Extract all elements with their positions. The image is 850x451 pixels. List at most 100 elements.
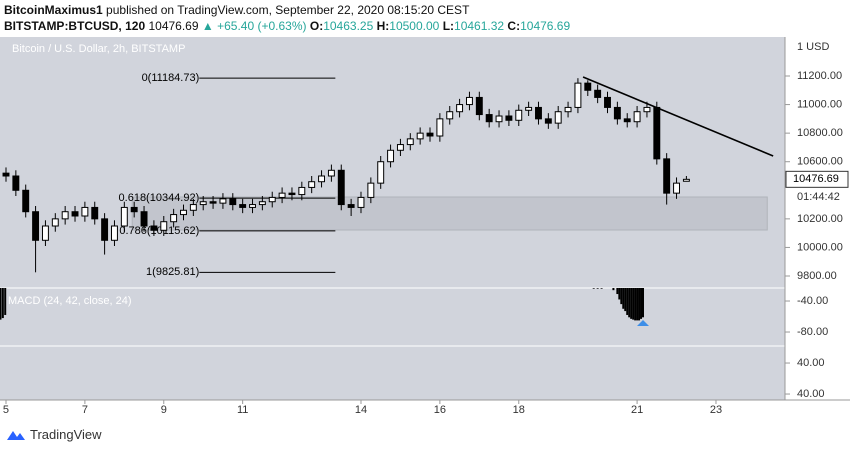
macd-bar [630,288,633,319]
candle-body [91,206,99,220]
brand: TradingView [30,427,102,442]
macd-bar [642,288,645,318]
candle-body [377,161,385,184]
macd-label: MACD (24, 42, close, 24) [8,295,132,307]
quote-line: BITSTAMP:BTCUSD, 120 10476.69 ▲ +65.40 (… [4,18,570,34]
fib-label: 0(11184.73) [142,72,200,84]
y-tick-label: 10600.00 [797,156,843,168]
candle-body [318,175,325,183]
h: 10500.00 [389,19,440,33]
macd-bar [592,288,595,289]
macd-bar [624,288,627,312]
candle-body [41,225,49,241]
candle-body [268,196,276,203]
y-tick-label: 10800.00 [797,127,843,139]
macd-tick-label: -80.00 [797,326,828,338]
candle-body [199,201,207,206]
last: 10476.69 [148,19,199,33]
candle-body [111,225,118,241]
macd-bar [600,288,603,289]
x-tick-label: 23 [710,404,722,416]
macd-bar [628,288,631,318]
candle-body [337,169,345,206]
candle-body [387,149,395,163]
candle-body [633,111,641,123]
candle-body [140,211,148,227]
candle-body [71,211,79,217]
candle-body [170,214,178,223]
zone [131,196,768,231]
macd-tick-label: -40.00 [797,295,828,307]
candle-body [515,109,523,121]
signal-marker [637,320,650,326]
macd-bar [0,288,2,320]
candle-body [288,192,296,196]
candle-body [485,114,493,123]
macd-bar [634,288,637,321]
candle-body [209,201,217,204]
publisher: BitcoinMaximus1 [4,3,103,17]
macd-bar [632,288,635,320]
macd-bar [626,288,629,315]
x-tick-label: 18 [513,404,525,416]
candle-body [505,115,513,121]
arrow: ▲ [201,19,214,33]
candle-body [239,204,247,208]
candle-body [535,106,542,120]
change: +65.40 (+0.63%) [217,19,307,33]
candle-body [673,182,680,194]
countdown: 01:44:42 [797,191,840,203]
fib-label: 0.618(10344.92) [119,192,200,204]
trendline [582,76,774,157]
fib-label: 0.786(10115.62) [119,225,199,237]
x-tick-label: 9 [161,404,167,416]
symbol: BITSTAMP:BTCUSD, 120 [4,19,146,33]
x-tick-label: 7 [82,404,88,416]
candle-body [574,82,582,108]
candle-body [308,181,316,188]
x-tick-label: 14 [355,404,367,416]
last-price: 10476.69 [793,173,839,185]
y-tick-label: 9800.00 [797,270,837,282]
macd-bar [620,288,623,305]
x-tick-label: 16 [434,404,446,416]
candle-body [327,169,335,177]
x-tick-label: 5 [3,404,9,416]
candle-body [495,115,503,123]
candle-body [564,106,572,113]
candle-body [416,132,424,140]
candle-body [475,96,483,116]
candle-body [396,144,404,151]
y-tick-label: 11000.00 [797,98,842,110]
macd-bar [612,288,615,291]
candle-body [436,118,444,137]
h-label: H: [376,19,390,33]
logo [7,430,25,440]
c: 10476.69 [520,19,571,33]
candle-body [367,182,375,198]
published: published on TradingView.com, September … [106,3,470,17]
candle-body [150,225,158,231]
candle-body [180,209,187,216]
candle-body [347,204,355,208]
macd-bar [638,288,641,321]
candle-body [2,172,10,177]
macd-bar [636,288,639,321]
candle-body [544,118,552,124]
candle-body [682,178,690,182]
macd-tick-label: 40.00 [797,388,825,400]
candle-body [426,132,434,137]
l: 10461.32 [454,19,505,33]
footer: TradingView [6,427,102,442]
candle-body [160,221,168,231]
candle-body [101,218,109,241]
candle-body [594,89,602,98]
l-label: L: [442,19,455,33]
x-tick-label: 21 [631,404,643,416]
candle-body [130,206,138,213]
macd-bar [1,288,4,319]
candle-body [554,111,562,124]
x-tick-label: 11 [237,404,248,416]
macd-bar [616,288,619,295]
